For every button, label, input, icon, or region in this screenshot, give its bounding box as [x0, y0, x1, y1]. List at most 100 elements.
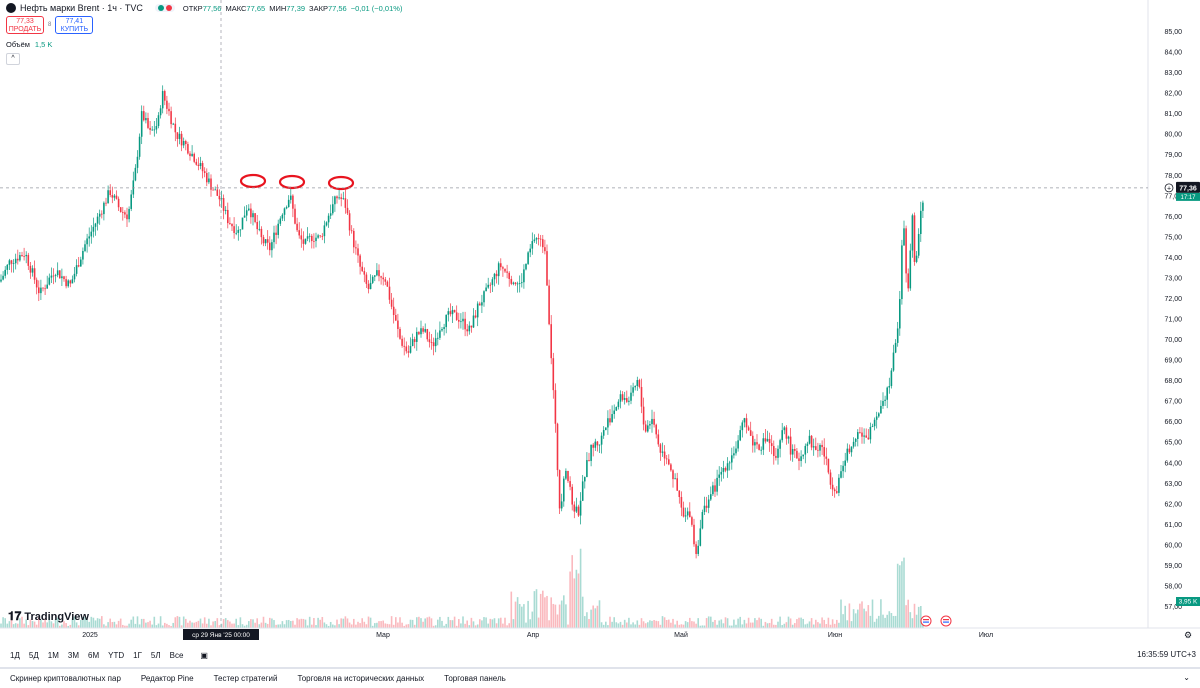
volume-bar	[508, 623, 510, 628]
candle-body	[691, 517, 693, 525]
candle-body	[565, 470, 567, 479]
range-all[interactable]: Все	[169, 650, 184, 660]
volume-bar	[290, 620, 292, 628]
candle-body	[598, 444, 601, 446]
volume-bar	[59, 625, 61, 628]
volume-bar	[451, 620, 454, 628]
clock[interactable]: 16:35:59 UTC+3	[1137, 650, 1196, 659]
volume-bar	[266, 623, 269, 628]
range-5d[interactable]: 5Д	[28, 650, 39, 660]
drawing-annotations	[239, 173, 355, 191]
range-1y[interactable]: 1Г	[133, 650, 142, 660]
candle-body	[544, 247, 546, 252]
candle-body	[789, 436, 792, 455]
volume-bar	[754, 618, 756, 628]
range-5y[interactable]: 5Л	[150, 650, 161, 660]
candle-body	[250, 208, 252, 218]
volume-bar	[791, 624, 794, 628]
candle-body	[747, 427, 750, 431]
volume-bar	[399, 617, 401, 628]
candle-body	[115, 195, 118, 199]
candle-body	[836, 491, 838, 493]
candle-body	[468, 325, 471, 332]
candle-body	[4, 269, 6, 276]
chevron-down-icon[interactable]: ⌄	[1183, 673, 1190, 682]
volume-bar	[718, 620, 720, 628]
candle-body	[298, 230, 300, 236]
candle-body	[304, 238, 307, 244]
calendar-range-icon[interactable]: ▣	[200, 650, 208, 660]
candle-body	[117, 198, 120, 208]
volume-bar	[714, 619, 716, 628]
candle-body	[840, 471, 842, 478]
volume-bar	[44, 618, 46, 628]
symbol-header: Нефть марки Brent · 1ч · TVC ОТКР77,56 М…	[0, 0, 1156, 16]
volume-bar	[684, 621, 687, 628]
candle-body	[640, 386, 643, 407]
symbol-title[interactable]: Нефть марки Brent · 1ч · TVC	[20, 3, 143, 13]
volume-bar	[892, 615, 895, 628]
candle-body	[920, 210, 922, 234]
candle-body	[474, 315, 477, 318]
candle-body	[71, 279, 74, 284]
volume-legend[interactable]: Объём 1,5 K	[6, 40, 52, 49]
candle-body	[355, 247, 357, 249]
volume-bar	[48, 616, 51, 628]
candle-body	[644, 424, 647, 432]
range-3m[interactable]: 3М	[67, 650, 79, 660]
volume-bar	[798, 617, 800, 628]
candle-body	[17, 258, 19, 261]
candle-body	[12, 263, 15, 265]
candle-body	[724, 468, 727, 471]
volume-bar	[500, 617, 502, 628]
volume-bar	[264, 622, 267, 628]
volume-bar	[256, 618, 258, 628]
chevron-up-icon[interactable]: ^	[6, 53, 20, 65]
range-6m[interactable]: 6М	[88, 650, 100, 660]
volume-bar	[487, 623, 489, 628]
candle-body	[697, 545, 699, 554]
candle-body	[863, 435, 865, 437]
sell-button[interactable]: 77,33 ПРОДАТЬ	[6, 16, 44, 34]
candle-body	[445, 314, 447, 328]
us-flag-event-icon	[940, 615, 952, 627]
buy-button[interactable]: 77,41 КУПИТЬ	[55, 16, 94, 34]
tab-crypto-screener[interactable]: Скринер криптовалютных пар	[10, 674, 121, 683]
range-1d[interactable]: 1Д	[10, 650, 20, 660]
range-ytd[interactable]: YTD	[108, 650, 125, 660]
volume-bar	[311, 624, 313, 628]
tradingview-logo[interactable]: 𝟏𝟕 TradingView	[8, 609, 89, 624]
tab-strategy-tester[interactable]: Тестер стратегий	[213, 674, 278, 683]
candle-body	[871, 426, 874, 428]
volume-bar	[378, 621, 380, 628]
candle-body	[483, 291, 485, 303]
volume-bar	[168, 625, 170, 628]
candle-body	[98, 213, 101, 217]
price-chart[interactable]: 85,00 84,00 83,00 82,00 81,00 80,00 79,00 78,00…	[0, 0, 1200, 644]
candle-body	[361, 266, 363, 272]
volume-bar	[626, 622, 628, 628]
volume-bar	[455, 625, 458, 628]
candle-body	[806, 443, 809, 446]
range-1m[interactable]: 1М	[47, 650, 59, 660]
candle-body	[342, 198, 345, 200]
candle-body	[77, 265, 80, 267]
volume-bar	[773, 624, 775, 628]
volume-bar	[92, 617, 95, 628]
volume-bar	[124, 625, 126, 628]
tab-replay-trading[interactable]: Торговля на исторических данных	[297, 674, 425, 683]
candle-body	[592, 444, 594, 448]
tab-trading-panel[interactable]: Торговая панель	[444, 674, 506, 683]
volume-bar	[479, 619, 481, 628]
volume-bar	[155, 625, 158, 628]
candle-body	[537, 238, 540, 239]
price-tick-label: 82,00	[1164, 91, 1182, 98]
volume-bar	[460, 623, 462, 628]
market-status-indicator[interactable]	[154, 4, 175, 12]
candle-body	[222, 198, 225, 211]
volume-bar	[42, 622, 44, 628]
tab-pine-editor[interactable]: Редактор Pine	[140, 674, 194, 683]
volume-bar	[418, 616, 420, 628]
volume-bar	[812, 624, 815, 628]
volume-bar	[82, 616, 84, 628]
